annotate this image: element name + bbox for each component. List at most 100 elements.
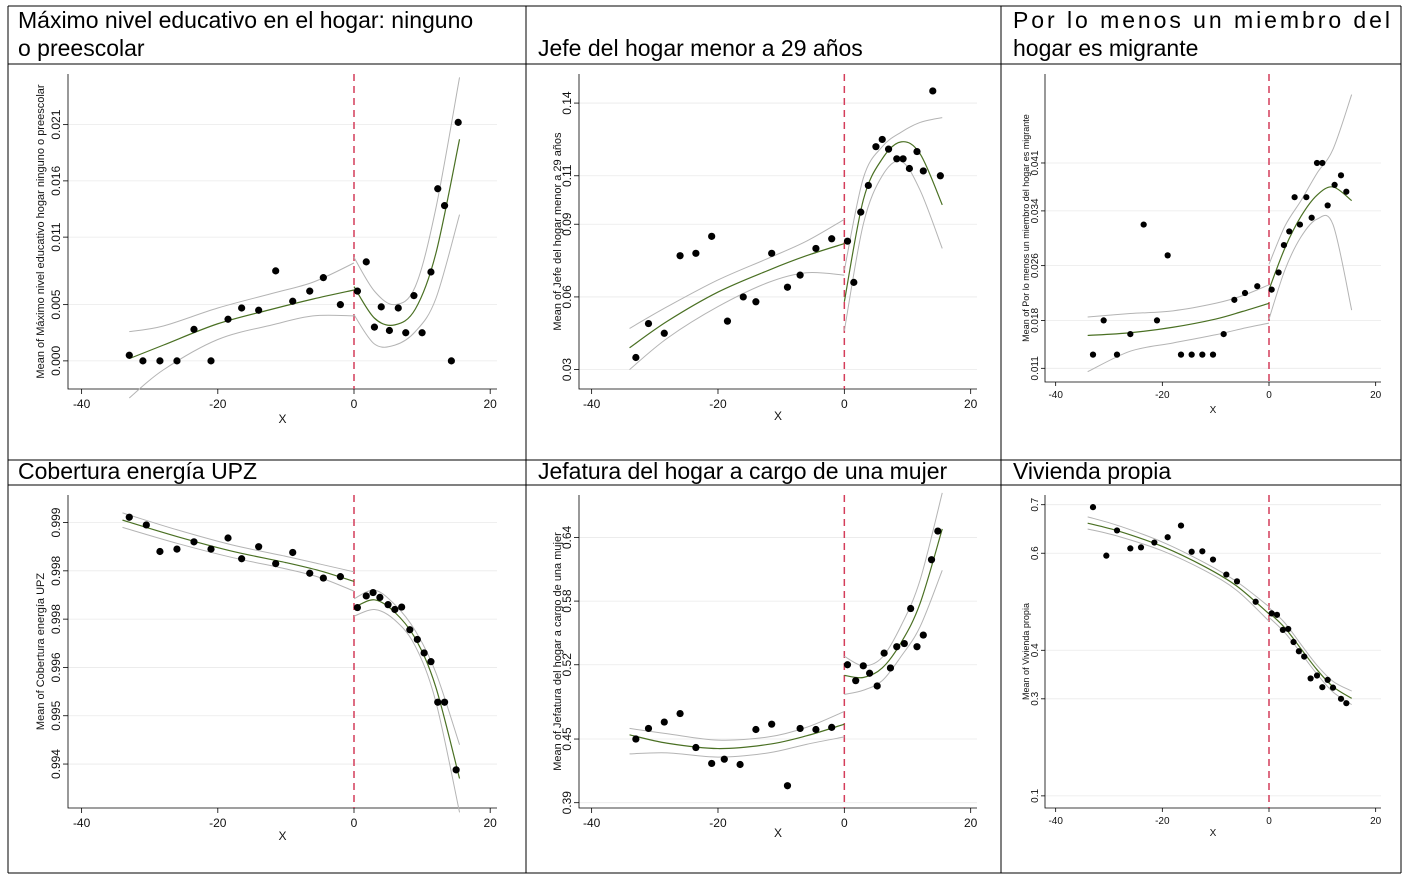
data-point xyxy=(1113,351,1121,358)
panel-title-line: Vivienda propia xyxy=(1013,458,1171,484)
x-tick-label: 0 xyxy=(1266,816,1272,827)
ci-left-lower xyxy=(629,736,845,758)
data-point xyxy=(190,325,198,333)
data-point xyxy=(660,329,668,337)
ci-right-lower xyxy=(844,570,943,695)
y-tick-label: 0.998 xyxy=(49,604,63,634)
data-point xyxy=(1188,548,1195,555)
data-point xyxy=(272,559,280,568)
data-point xyxy=(720,755,728,763)
data-point xyxy=(125,351,133,359)
ci-left-upper xyxy=(1087,516,1270,608)
x-tick-label: 20 xyxy=(964,816,978,830)
data-point xyxy=(632,353,640,362)
data-point xyxy=(406,626,414,634)
fit-left xyxy=(129,289,355,360)
panel-title-line: Máximo nivel educativo en el hogar: ning… xyxy=(18,7,473,33)
data-point xyxy=(1313,159,1321,167)
data-point xyxy=(1153,317,1161,324)
data-point xyxy=(1199,548,1206,555)
data-point xyxy=(402,329,410,337)
data-point xyxy=(878,135,886,144)
data-point xyxy=(1329,684,1337,691)
data-point xyxy=(362,258,370,266)
data-point xyxy=(919,631,927,639)
data-point xyxy=(224,315,232,323)
data-point xyxy=(1103,552,1110,559)
x-tick-label: -40 xyxy=(583,816,601,830)
x-tick-label: -20 xyxy=(1155,390,1170,401)
data-point xyxy=(676,709,684,718)
data-point xyxy=(873,682,881,690)
data-point xyxy=(632,735,640,743)
data-point xyxy=(1343,700,1350,707)
data-point xyxy=(1252,598,1259,605)
data-point xyxy=(384,601,392,609)
y-tick-label: 0.998 xyxy=(49,555,63,585)
panel-6: Vivienda propia 0.1 0.3 0.4 0.6 0.7 -40 -20 0 20 X… xyxy=(1013,458,1382,839)
y-tick-label: 0.45 xyxy=(560,727,574,751)
data-point xyxy=(427,268,435,276)
y-tick-label: 0.996 xyxy=(49,652,63,682)
data-point xyxy=(929,87,937,95)
data-point xyxy=(1164,534,1171,541)
data-point xyxy=(768,720,776,728)
data-point xyxy=(828,723,836,731)
data-point xyxy=(872,143,880,151)
x-tick-label: 0 xyxy=(351,816,358,830)
data-point xyxy=(783,283,792,291)
data-point xyxy=(905,164,914,173)
data-point xyxy=(644,724,653,733)
data-point xyxy=(376,593,384,602)
data-point xyxy=(907,604,915,613)
y-tick-label: 0.994 xyxy=(49,749,63,779)
data-point xyxy=(913,147,921,156)
fit-left xyxy=(629,243,845,349)
data-point xyxy=(156,547,164,556)
x-tick-label: -40 xyxy=(73,816,91,830)
data-point xyxy=(306,569,314,577)
data-point xyxy=(1209,351,1217,358)
x-axis-label: X xyxy=(1210,828,1217,839)
data-point xyxy=(1268,610,1275,617)
data-point xyxy=(1296,221,1304,228)
x-tick-label: -40 xyxy=(1048,390,1063,401)
ci-right-lower xyxy=(843,160,943,331)
fit-right xyxy=(1268,186,1353,290)
data-point xyxy=(934,527,942,535)
y-tick-label: 0.000 xyxy=(49,346,63,376)
data-point xyxy=(207,545,215,553)
data-point xyxy=(1188,351,1195,358)
ci-right-upper xyxy=(353,77,461,306)
ci-right-lower xyxy=(353,608,461,813)
y-tick-label: 0.016 xyxy=(49,166,63,196)
data-point xyxy=(336,301,344,309)
data-point xyxy=(319,274,327,282)
panel-title-line: Jefe del hogar menor a 29 años xyxy=(538,35,863,61)
y-tick-label: 0.52 xyxy=(560,653,574,677)
data-point xyxy=(353,603,362,612)
data-point xyxy=(884,145,893,153)
data-point xyxy=(1089,351,1097,358)
data-point xyxy=(843,661,852,669)
data-point xyxy=(369,588,377,597)
y-tick-label: 0.041 xyxy=(1030,150,1041,175)
data-point xyxy=(125,513,133,521)
data-point xyxy=(919,167,927,175)
plot-axes xyxy=(67,495,497,809)
panel-title-line: o preescolar xyxy=(18,35,145,61)
data-point xyxy=(1285,625,1292,633)
data-point xyxy=(768,249,776,257)
x-tick-label: 0 xyxy=(841,397,848,411)
data-point xyxy=(857,208,865,216)
data-point xyxy=(1127,330,1134,338)
fit-right xyxy=(843,141,943,302)
y-tick-label: 0.6 xyxy=(1030,546,1041,560)
data-point xyxy=(418,329,426,337)
x-tick-label: -20 xyxy=(709,397,727,411)
data-point xyxy=(880,649,888,657)
data-point xyxy=(289,297,297,305)
y-axis-label: Mean of Por lo menos un miembro del hoga… xyxy=(1021,114,1031,342)
x-tick-label: 0 xyxy=(351,397,358,411)
data-point xyxy=(427,658,435,666)
